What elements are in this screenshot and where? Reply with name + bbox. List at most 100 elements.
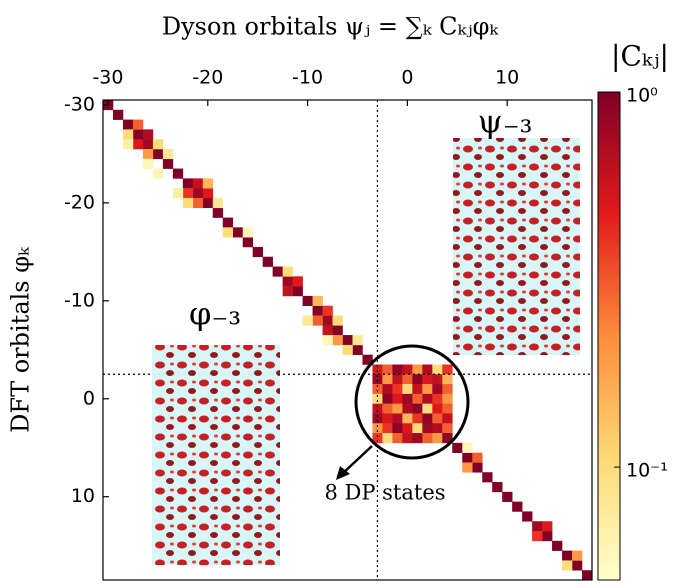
cell: [422, 403, 433, 414]
cell: [422, 423, 433, 434]
cell: [262, 256, 273, 267]
cell: [192, 197, 204, 209]
cell: [402, 393, 413, 404]
cell: [372, 384, 383, 395]
arrow: [341, 445, 373, 475]
cell: [392, 393, 403, 404]
cell: [372, 413, 383, 424]
cell: [382, 433, 393, 444]
cell: [442, 364, 453, 375]
cell: [442, 393, 453, 404]
cell: [212, 197, 224, 209]
cell: [482, 472, 493, 483]
cell: [442, 413, 453, 424]
cell: [282, 276, 293, 287]
cell: [422, 374, 433, 385]
cell: [382, 403, 393, 414]
cell: [492, 482, 503, 493]
y-tick-label: -10: [64, 289, 95, 311]
cell: [552, 540, 563, 551]
cell: [372, 423, 383, 434]
cell: [582, 570, 593, 581]
cell: [202, 197, 214, 209]
cell: [192, 178, 204, 189]
cell: [412, 403, 423, 414]
cell: [392, 364, 403, 375]
cell: [542, 531, 553, 542]
cell: [292, 286, 303, 297]
cell: [412, 384, 423, 395]
cell: [312, 315, 323, 326]
cell: [422, 413, 433, 424]
annotation: φ₋₃: [189, 295, 241, 333]
cell: [222, 217, 234, 228]
cell: [222, 227, 234, 238]
cell: [442, 433, 453, 444]
colorbar-tick-label: 10⁰: [626, 85, 658, 107]
cell: [462, 452, 473, 463]
cell: [402, 364, 413, 375]
cell: [422, 433, 433, 444]
cell: [192, 188, 204, 199]
x-tick-label: -10: [292, 67, 323, 89]
cell: [392, 433, 403, 444]
cell: [182, 188, 194, 199]
cell: [422, 364, 433, 375]
x-tick-label: -30: [92, 67, 123, 89]
cell: [332, 335, 343, 346]
cell: [382, 374, 393, 385]
cell: [282, 266, 293, 277]
cell: [162, 148, 174, 160]
cell: [282, 286, 293, 297]
cell: [382, 384, 393, 395]
cell: [112, 109, 124, 120]
y-tick-label: 0: [83, 387, 95, 409]
cell: [392, 384, 403, 395]
cell: [242, 227, 253, 238]
cell: [122, 119, 134, 130]
cell: [202, 178, 214, 189]
cell: [392, 413, 403, 424]
cell: [562, 550, 573, 561]
cell: [312, 295, 323, 307]
cell: [382, 413, 393, 424]
x-tick-label: 0: [401, 67, 413, 89]
cell: [442, 384, 453, 395]
cell: [142, 139, 154, 150]
x-tick-label: -20: [192, 67, 223, 89]
cell: [402, 403, 413, 414]
y-tick-label: -20: [64, 191, 95, 213]
cell: [462, 462, 473, 473]
cell: [322, 335, 333, 346]
cell: [462, 442, 473, 453]
cell: [522, 511, 533, 522]
cell: [412, 413, 423, 424]
inset-image: [152, 345, 280, 565]
cell: [472, 462, 483, 473]
y-tick-label: 10: [71, 485, 95, 507]
cell: [342, 335, 353, 346]
cell: [432, 393, 443, 404]
cell: [372, 403, 383, 414]
cell: [432, 364, 443, 375]
cell: [322, 325, 333, 336]
colorbar-label: |Cₖⱼ|: [611, 40, 669, 73]
cell: [432, 374, 443, 385]
cell: [432, 433, 443, 444]
cell: [452, 442, 463, 453]
annotation: 8 DP states: [324, 481, 445, 505]
cell: [402, 413, 413, 424]
cell: [322, 305, 333, 316]
cell: [562, 560, 573, 571]
cell: [442, 403, 453, 414]
cell: [292, 276, 303, 287]
cell: [132, 139, 144, 150]
cell: [502, 491, 513, 502]
cell: [172, 188, 184, 199]
cell: [472, 452, 483, 463]
cell: [162, 158, 174, 169]
cell: [202, 188, 214, 199]
cell: [532, 521, 543, 532]
arrow-head: [336, 466, 350, 480]
